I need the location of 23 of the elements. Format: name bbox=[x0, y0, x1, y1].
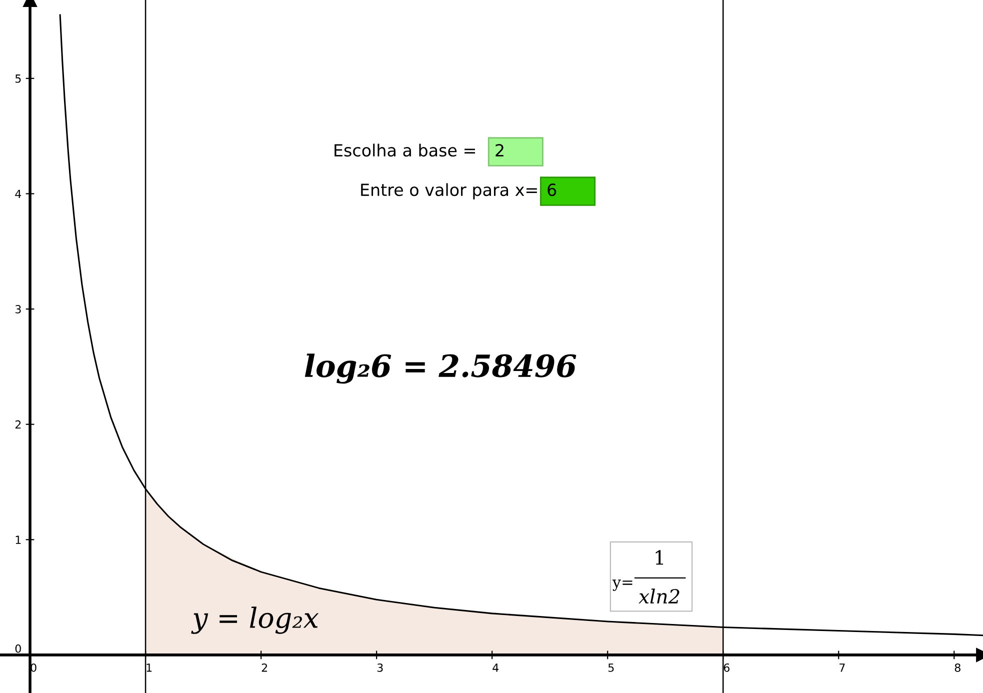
annotation: 6 bbox=[548, 183, 556, 196]
annotation: Entre o valor para x= bbox=[361, 183, 537, 200]
y-tick-label: 3 bbox=[15, 305, 21, 314]
x-tick-label: 6 bbox=[724, 663, 730, 672]
x-tick-label: 7 bbox=[840, 664, 845, 672]
x-tick-label: 1 bbox=[146, 664, 152, 672]
x-tick-label: 4 bbox=[492, 664, 499, 672]
x-tick-label: 8 bbox=[954, 663, 960, 672]
x-tick-label: 2 bbox=[262, 663, 268, 672]
y-tick-label: 4 bbox=[15, 190, 22, 198]
x-tick-label: 3 bbox=[377, 663, 383, 672]
x-tick-label: 5 bbox=[608, 664, 614, 672]
annotation: Escolha a base = bbox=[334, 144, 475, 157]
annotation: y= bbox=[612, 580, 632, 591]
y-tick-label: 5 bbox=[15, 74, 21, 83]
y-tick-label: 2 bbox=[15, 420, 21, 429]
annotation: 2 bbox=[496, 144, 504, 156]
annotation: log₂6 = 2.58496 bbox=[304, 354, 576, 384]
annotation: 1 bbox=[656, 550, 664, 565]
y-tick-label: 0 bbox=[15, 644, 21, 653]
y-tick-label: 1 bbox=[16, 536, 21, 544]
annotation: y = log₂x bbox=[191, 606, 319, 634]
annotation: xln2 bbox=[638, 588, 680, 604]
